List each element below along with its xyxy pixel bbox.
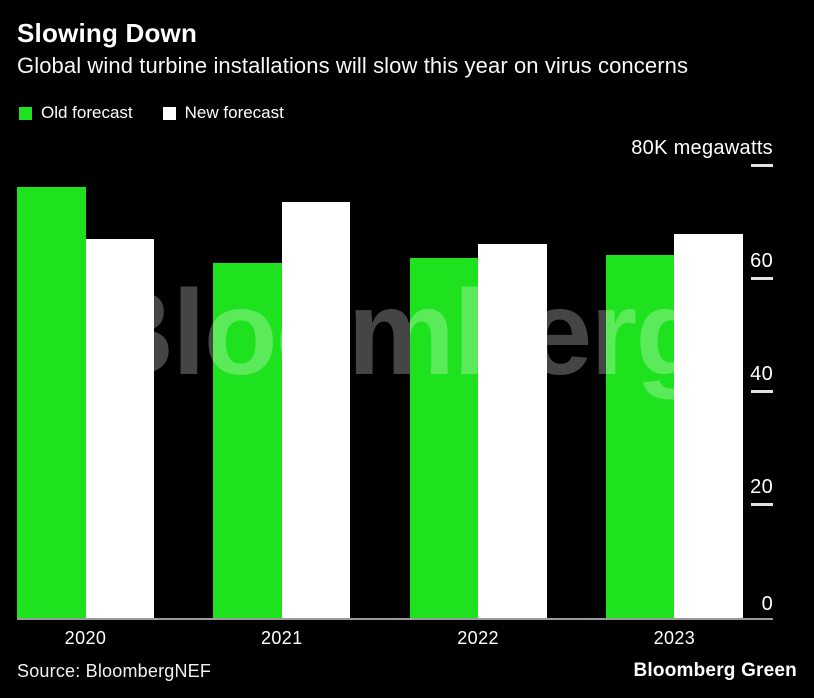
- legend-label-old-forecast: Old forecast: [41, 103, 133, 122]
- y-axis-label-80: 80K megawatts: [631, 137, 773, 159]
- x-axis-label-2020: 2020: [64, 628, 107, 648]
- x-axis-label-2021: 2021: [260, 628, 303, 648]
- y-axis-tick-dash-80: [751, 164, 773, 167]
- x-axis-label-2022: 2022: [457, 628, 499, 648]
- bar-old-forecast-2022: [409, 258, 479, 618]
- bar-new-forecast-2022: [478, 243, 547, 618]
- bar-new-forecast-2023: [674, 233, 743, 618]
- y-axis-label-0: 0: [761, 593, 773, 615]
- chart-title: Slowing Down: [17, 18, 198, 48]
- source-note: Source: BloombergNEF: [17, 661, 212, 681]
- x-axis-label-2023: 2023: [653, 628, 696, 648]
- legend-swatch-old-forecast-icon: [19, 106, 32, 120]
- bar-old-forecast-2020: [17, 187, 86, 618]
- legend-item-old-forecast: Old forecast: [19, 103, 133, 123]
- y-axis-label-40: 40: [750, 363, 773, 385]
- y-axis-tick-dash-20: [751, 503, 773, 506]
- legend-item-new-forecast: New forecast: [162, 103, 284, 123]
- legend: Old forecast New forecast: [19, 103, 284, 123]
- bar-old-forecast-2023: [605, 255, 675, 618]
- bar-old-forecast-2021: [213, 263, 282, 618]
- legend-label-new-forecast: New forecast: [184, 103, 284, 122]
- legend-swatch-new-forecast-icon: [162, 106, 176, 120]
- y-axis-tick-dash-60: [751, 277, 773, 280]
- bar-new-forecast-2021: [281, 202, 351, 618]
- bloomberg-green-logo: Bloomberg Green: [633, 660, 797, 681]
- bar-new-forecast-2020: [85, 239, 154, 618]
- y-axis-tick-dash-40: [751, 390, 773, 393]
- x-axis-line: [17, 618, 773, 620]
- y-axis-label-60: 60: [750, 250, 773, 272]
- chart-subtitle: Global wind turbine installations will s…: [17, 53, 689, 78]
- y-axis-label-20: 20: [750, 476, 773, 498]
